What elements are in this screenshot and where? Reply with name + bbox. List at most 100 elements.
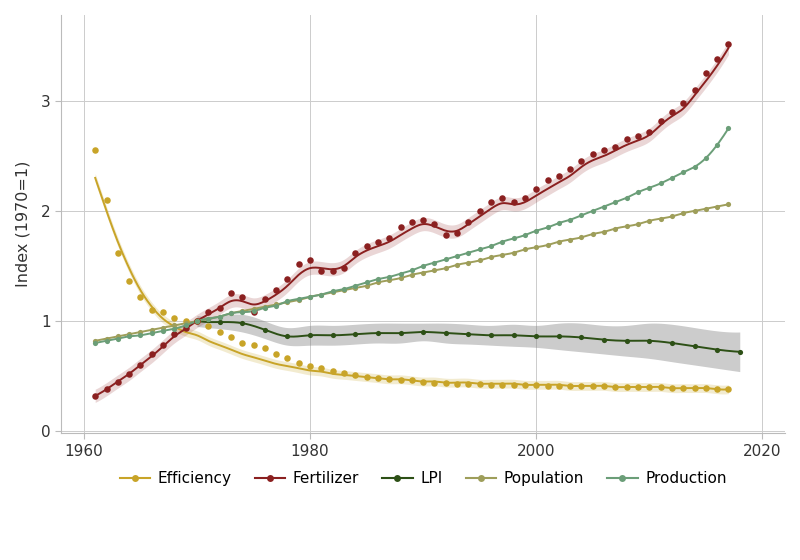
Point [417, 268, 430, 277]
Point [734, 347, 746, 356]
Point [371, 329, 384, 338]
Point [213, 312, 226, 321]
Point [575, 233, 588, 242]
Point [270, 349, 282, 358]
Point [134, 331, 147, 340]
Point [202, 322, 214, 331]
Point [304, 331, 317, 340]
Point [462, 379, 474, 388]
Point [270, 301, 282, 310]
Point [462, 330, 474, 339]
Point [258, 325, 271, 334]
Point [371, 237, 384, 246]
Point [326, 287, 339, 296]
Point [710, 54, 723, 63]
Point [541, 176, 554, 185]
Point [179, 321, 192, 330]
Point [349, 370, 362, 379]
Point [292, 259, 305, 268]
Point [688, 384, 701, 393]
Point [564, 381, 577, 390]
Point [553, 381, 566, 390]
Point [157, 307, 170, 316]
Point [677, 209, 690, 218]
Point [134, 361, 147, 370]
Point [631, 188, 644, 197]
Point [258, 344, 271, 353]
Point [666, 384, 678, 393]
Point [541, 223, 554, 232]
Point [564, 235, 577, 244]
Point [474, 379, 486, 388]
Point [564, 215, 577, 224]
Point [89, 146, 102, 155]
Point [609, 198, 622, 207]
Point [598, 146, 610, 155]
Point [507, 198, 520, 207]
Point [349, 330, 362, 339]
Point [225, 309, 238, 318]
Point [292, 295, 305, 304]
Point [360, 278, 373, 287]
Legend: Efficiency, Fertilizer, LPI, Population, Production: Efficiency, Fertilizer, LPI, Population,… [114, 465, 733, 493]
Point [202, 314, 214, 323]
Point [100, 337, 113, 346]
Point [236, 307, 249, 316]
Point [699, 69, 712, 78]
Point [202, 314, 214, 323]
Point [507, 380, 520, 389]
Point [496, 250, 509, 259]
Point [507, 234, 520, 243]
Point [281, 297, 294, 306]
Point [643, 216, 656, 225]
Point [371, 274, 384, 283]
Point [134, 328, 147, 337]
Point [474, 207, 486, 216]
Point [371, 278, 384, 287]
Y-axis label: Index (1970=1): Index (1970=1) [15, 161, 30, 287]
Point [89, 338, 102, 347]
Point [507, 331, 520, 340]
Point [575, 381, 588, 390]
Point [631, 132, 644, 141]
Point [620, 193, 633, 202]
Point [190, 316, 203, 325]
Point [575, 333, 588, 342]
Point [518, 380, 531, 389]
Point [315, 290, 328, 299]
Point [439, 378, 452, 387]
Point [326, 288, 339, 297]
Point [586, 230, 599, 239]
Point [406, 270, 418, 279]
Point [111, 334, 124, 343]
Point [270, 300, 282, 309]
Point [631, 220, 644, 228]
Point [122, 277, 135, 286]
Point [688, 162, 701, 171]
Point [439, 255, 452, 264]
Point [462, 217, 474, 226]
Point [270, 286, 282, 295]
Point [383, 273, 396, 282]
Point [575, 157, 588, 166]
Point [179, 319, 192, 328]
Point [179, 316, 192, 325]
Point [202, 307, 214, 316]
Point [225, 289, 238, 298]
Point [439, 264, 452, 273]
Point [236, 292, 249, 301]
Point [485, 242, 498, 251]
Point [677, 168, 690, 177]
Point [620, 135, 633, 144]
Point [428, 258, 441, 267]
Point [586, 207, 599, 216]
Point [225, 333, 238, 342]
Point [530, 332, 542, 341]
Point [654, 179, 667, 188]
Point [462, 248, 474, 257]
Point [146, 306, 158, 315]
Point [450, 251, 463, 260]
Point [598, 335, 610, 344]
Point [168, 330, 181, 339]
Point [530, 242, 542, 251]
